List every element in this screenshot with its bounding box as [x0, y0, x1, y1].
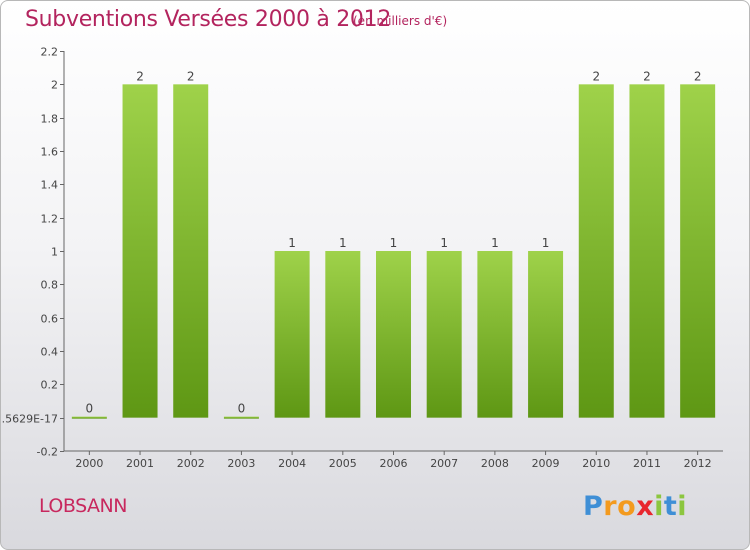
x-tick-label: 2009 [532, 457, 560, 470]
bar [578, 84, 614, 418]
x-tick-label: 2004 [278, 457, 306, 470]
bar [122, 84, 158, 418]
y-tick-label: 1.2 [41, 213, 59, 226]
y-tick-label: 0.8 [41, 279, 59, 292]
x-tick-label: 2012 [684, 457, 712, 470]
y-tick-label: 2.2 [41, 46, 59, 59]
data-label: 2 [694, 69, 702, 83]
x-tick-label: 2000 [75, 457, 103, 470]
logo-letter: P [583, 491, 604, 522]
data-label: 2 [643, 69, 651, 83]
x-tick-label: 2006 [380, 457, 408, 470]
y-tick-label: 2 [51, 79, 58, 92]
y-tick-label: 0.4 [41, 346, 59, 359]
data-label: 1 [440, 236, 448, 250]
data-label: 2 [187, 69, 195, 83]
bar [274, 251, 310, 418]
data-label: 0 [238, 402, 246, 416]
x-tick-label: 2010 [582, 457, 610, 470]
x-tick-label: 2003 [227, 457, 255, 470]
logo-letter: x [636, 491, 655, 522]
data-label: 1 [390, 236, 398, 250]
bar [680, 84, 716, 418]
x-tick-label: 2008 [481, 457, 509, 470]
logo-letter: t [663, 491, 678, 522]
y-tick-label: 1.6 [41, 146, 59, 159]
y-tick-label: 1 [51, 246, 58, 259]
bar [325, 251, 361, 418]
chart-title: Subventions Versées 2000 à 2012 [25, 7, 392, 32]
bar [376, 251, 411, 418]
data-label: 1 [339, 236, 347, 250]
y-tick-label: 0.6 [41, 313, 59, 326]
bar [477, 251, 513, 418]
data-label: 2 [592, 69, 600, 83]
y-tick-label: -0.2 [37, 446, 58, 459]
bar [173, 84, 209, 418]
logo-letter: i [654, 491, 664, 522]
bar [426, 251, 462, 418]
bar [223, 416, 259, 419]
logo-letter: i [677, 491, 688, 522]
x-tick-label: 2001 [126, 457, 154, 470]
x-tick-label: 2005 [329, 457, 357, 470]
commune-name: LOBSANN [39, 495, 127, 517]
data-label: 1 [288, 236, 296, 250]
x-tick-label: 2007 [430, 457, 458, 470]
y-tick-label: 1.4 [41, 179, 59, 192]
bar [71, 416, 107, 419]
proxiti-logo: Proxiti [583, 491, 687, 522]
data-label: 0 [86, 402, 94, 416]
bar [528, 251, 564, 418]
bar [629, 84, 665, 418]
y-tick-label: -1.5629E-17 [1, 413, 58, 426]
x-tick-label: 2002 [177, 457, 205, 470]
y-tick-label: 1.8 [41, 113, 59, 126]
data-label: 2 [136, 69, 144, 83]
logo-letter: r [603, 491, 618, 522]
y-tick-label: 0.2 [41, 379, 59, 392]
data-label: 1 [491, 236, 499, 250]
data-label: 1 [542, 236, 550, 250]
x-tick-label: 2011 [633, 457, 661, 470]
logo-letter: o [617, 491, 637, 522]
chart-subtitle: (en milliers d'€) [353, 14, 448, 28]
